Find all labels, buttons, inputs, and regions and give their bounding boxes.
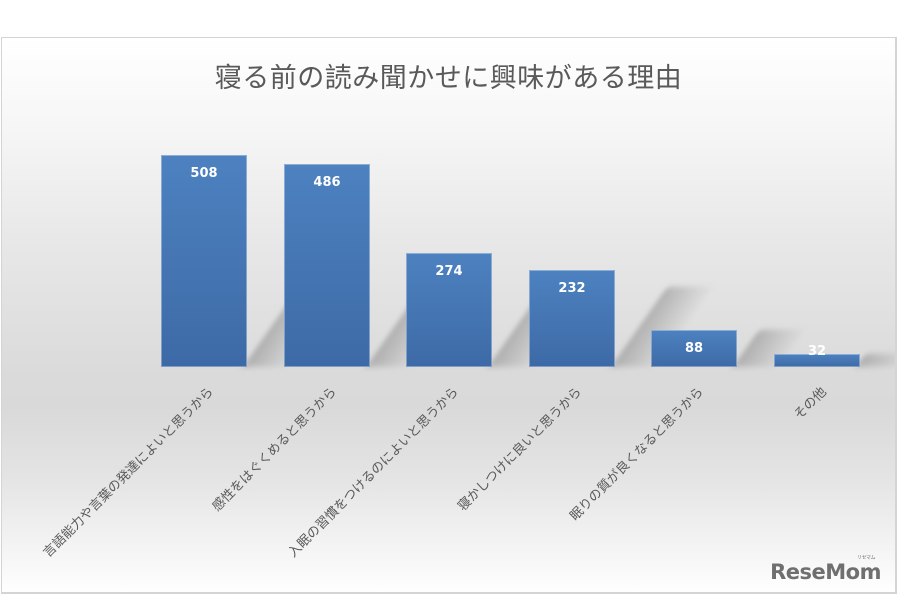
plot-area: 508 言語能力や言葉の発達によいと思うから 486 感性をはぐくめると思うから 274… bbox=[2, 38, 895, 592]
bar-value-label: 486 bbox=[313, 175, 341, 190]
logo-text: ReseMom bbox=[770, 560, 881, 584]
resemom-logo: ReseMom リセマム bbox=[770, 555, 881, 584]
x-axis-label: その他 bbox=[791, 384, 830, 423]
x-axis-label: 眠りの質が良くなると思うから bbox=[567, 384, 707, 524]
bar: 508 bbox=[161, 155, 247, 367]
bar-value-label: 88 bbox=[684, 341, 704, 356]
x-axis-label: 寝かしつけに良いと思うから bbox=[455, 384, 585, 515]
logo-ruby: リセマム bbox=[856, 555, 876, 561]
bar-value-label: 232 bbox=[558, 281, 586, 296]
bar: 486 bbox=[284, 164, 370, 367]
bar: 274 bbox=[406, 253, 492, 367]
bar: 32 bbox=[774, 344, 860, 367]
bar: 232 bbox=[529, 270, 615, 367]
x-axis-label: 感性をはぐくめると思うから bbox=[209, 384, 340, 515]
bar: 88 bbox=[651, 330, 737, 367]
chart-title: 寝る前の読み聞かせに興味がある理由 bbox=[214, 63, 683, 94]
bar-value-label: 32 bbox=[807, 344, 827, 359]
bar-value-label: 508 bbox=[190, 166, 218, 181]
x-axis-label: 言語能力や言葉の発達によいと思うから bbox=[40, 384, 217, 561]
chart-frame: 寝る前の読み聞かせに興味がある理由 508 言語能力や言葉の発達によいと思うから 4… bbox=[1, 37, 897, 594]
bar-value-label: 274 bbox=[435, 264, 463, 279]
bar-shadow bbox=[856, 354, 895, 367]
